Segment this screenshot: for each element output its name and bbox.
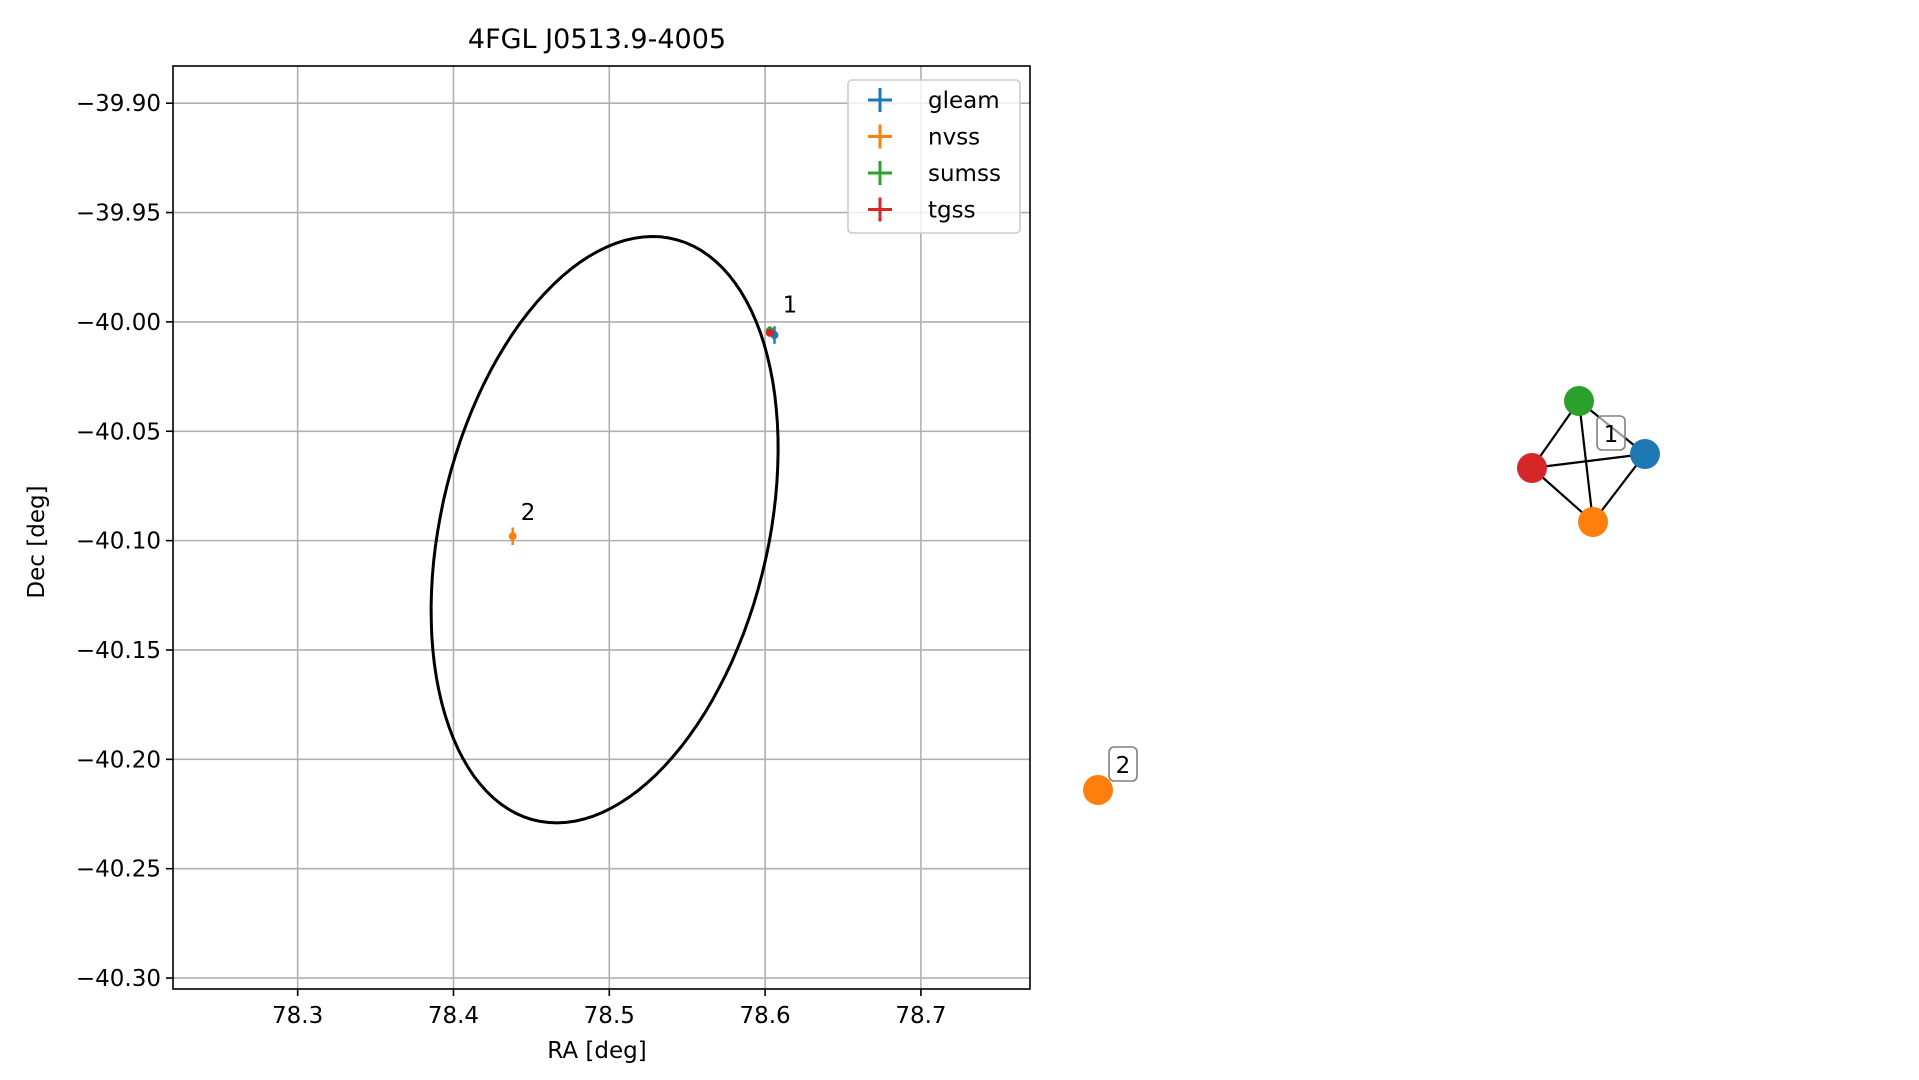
x-axis-label: RA [deg] <box>547 1038 646 1064</box>
legend: gleam nvss sumss tgss <box>847 79 1021 234</box>
network-nodes <box>1083 386 1660 805</box>
y-axis-label: Dec [deg] <box>24 485 50 598</box>
legend-entry-tgss: tgss <box>868 197 976 224</box>
y-tick-label: −40.05 <box>76 419 161 445</box>
sky-plot: 4FGL J0513.9-4005 RA [deg] Dec [deg] 78.… <box>24 24 1031 1064</box>
group-label-box <box>1596 415 1626 451</box>
y-tick-label: −40.10 <box>76 529 161 555</box>
network-group-labels: 12 <box>1108 415 1626 782</box>
x-tick-label: 78.7 <box>895 1003 946 1029</box>
group-label-text: 1 <box>1604 422 1619 448</box>
x-tick-label: 78.5 <box>584 1003 635 1029</box>
network-node-gleam <box>1630 439 1660 469</box>
legend-entry-gleam: gleam <box>868 88 1000 114</box>
point-annotation: 1 <box>783 292 798 318</box>
localization-ellipse <box>429 234 780 825</box>
x-tick-label: 78.6 <box>739 1003 790 1029</box>
legend-label: tgss <box>928 198 976 224</box>
network-graph: 12 <box>1083 386 1660 805</box>
y-axis-ticks: −39.90 −39.95 −40.00 −40.05 −40.10 −40.15 −40.… <box>76 91 173 992</box>
plot-frame <box>172 65 1031 990</box>
y-tick-label: −40.30 <box>76 966 161 992</box>
legend-label: gleam <box>928 88 1000 114</box>
x-tick-label: 78.3 <box>272 1003 323 1029</box>
point-annotation: 2 <box>521 500 536 526</box>
network-edge <box>1531 452 1646 470</box>
data-points <box>508 326 779 545</box>
network-edges <box>1531 400 1646 523</box>
y-tick-label: −40.15 <box>76 638 161 664</box>
x-axis-ticks: 78.3 78.4 78.5 78.6 78.7 <box>272 989 947 1029</box>
network-node-nvss <box>1578 507 1608 537</box>
point-tgss <box>765 328 774 337</box>
legend-label: sumss <box>928 161 1001 187</box>
group-label: 1 <box>1596 415 1626 451</box>
x-tick-label: 78.4 <box>428 1003 479 1029</box>
network-node-nvss-2 <box>1083 775 1113 805</box>
legend-frame <box>847 79 1021 234</box>
legend-entry-nvss: nvss <box>868 124 980 151</box>
network-node-tgss <box>1517 453 1547 483</box>
network-node-sumss <box>1564 386 1594 416</box>
point-marker <box>765 328 774 337</box>
y-tick-label: −39.90 <box>76 91 161 117</box>
group-label: 2 <box>1108 746 1138 782</box>
group-label-box <box>1108 746 1138 782</box>
legend-label: nvss <box>928 125 980 151</box>
y-tick-label: −40.25 <box>76 857 161 883</box>
annotations: 12 <box>521 292 797 526</box>
y-tick-label: −39.95 <box>76 201 161 227</box>
grid-lines <box>173 66 1030 989</box>
y-tick-label: −40.20 <box>76 747 161 773</box>
legend-entry-sumss: sumss <box>868 161 1001 187</box>
point-nvss <box>508 527 517 545</box>
group-label-text: 2 <box>1116 753 1131 779</box>
y-tick-label: −40.00 <box>76 310 161 336</box>
chart-title: 4FGL J0513.9-4005 <box>468 24 726 55</box>
point-marker <box>508 532 517 541</box>
